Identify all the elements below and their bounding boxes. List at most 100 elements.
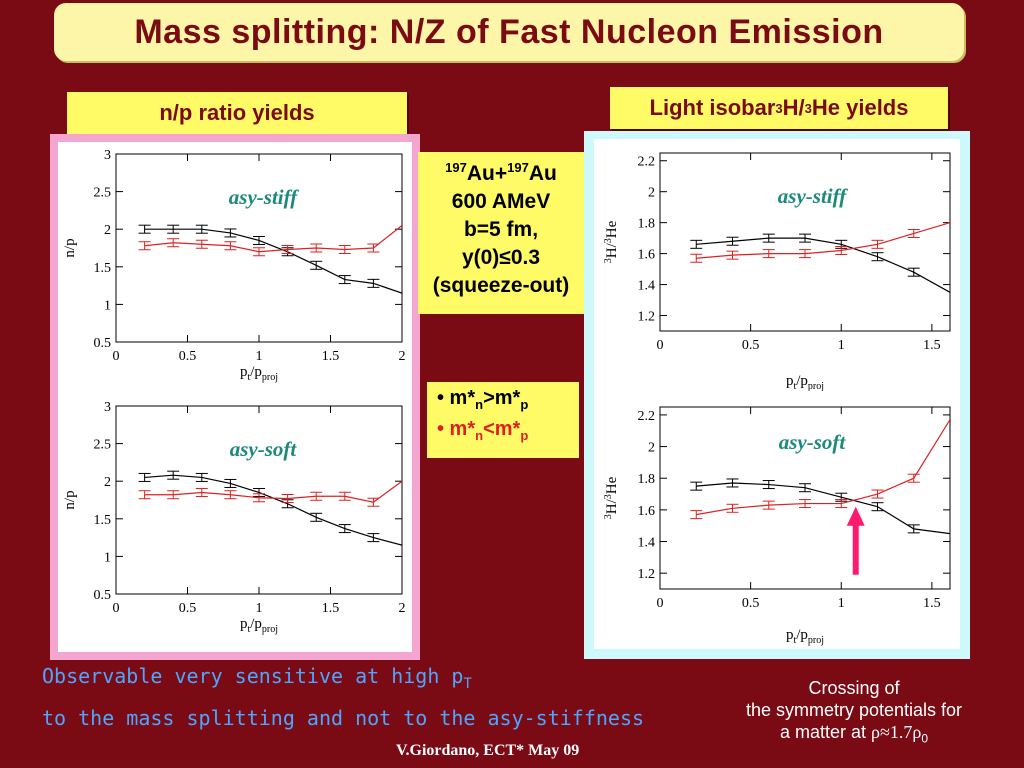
y-axis-label: n/p [62, 238, 78, 257]
y-tick-label: 1.6 [638, 248, 656, 263]
right-label-prefix: Light isobar [649, 95, 776, 120]
reaction-squeeze: (squeeze-out) [432, 274, 570, 297]
x-axis-label: pt/pproj [240, 364, 278, 383]
h-he-soft-chart: 0 0.5 1 1.5 1.2 1.4 1.6 1.8 2 2.2 pt/pproj 3H/3He as… [603, 406, 951, 646]
x-tick-label: 1 [256, 601, 263, 616]
y-tick-label: 1.6 [638, 504, 656, 519]
y-tick-label: 1 [104, 298, 111, 313]
left-label-text: n/p ratio yields [159, 100, 315, 125]
series-line-red [144, 480, 402, 503]
plot-frame [659, 406, 951, 590]
y-axis-label: 3H/3He [603, 476, 620, 519]
x-tick-label: 0.5 [742, 338, 760, 353]
series-line-black [144, 474, 402, 546]
title-banner: Mass splitting: N/Z of Fast Nucleon Emis… [54, 3, 964, 61]
y-tick-label: 3 [104, 400, 111, 415]
x-tick-label: 1.5 [322, 601, 340, 616]
x-tick-label: 0 [113, 349, 120, 364]
effective-mass-box: • m*n>m*p • m*n<m*p [427, 382, 579, 458]
y-tick-label: 2.2 [638, 155, 656, 170]
reaction-info-box: 197Au+197Au 600 AMeV b=5 fm, y(0)≤0.3 (s… [418, 152, 584, 314]
y-tick-label: 2 [104, 223, 111, 238]
left-panel-inner: 0 0.5 1 1.5 2 0.5 1 1.5 2 2.5 3 pt/pproj n/p asy-stif… [58, 142, 412, 652]
series-group [690, 419, 950, 535]
series-group [138, 470, 402, 546]
x-tick-label: 0.5 [179, 349, 197, 364]
model-annotation: asy-stiff [778, 184, 848, 208]
slide-title: Mass splitting: N/Z of Fast Nucleon Emis… [134, 12, 884, 51]
y-tick-label: 1.2 [638, 310, 656, 325]
reaction-rapidity: y(0)≤0.3 [461, 246, 541, 269]
x-tick-label: 1 [838, 338, 845, 353]
y-tick-label: 0.5 [94, 336, 112, 351]
series-line-black [696, 482, 950, 535]
x-tick-label: 0 [657, 338, 664, 353]
model-annotation: asy-soft [779, 430, 847, 454]
series-line-black [144, 228, 402, 294]
crossing-arrow-head [846, 506, 865, 526]
y-tick-label: 2 [648, 186, 655, 201]
crossing-line1: Crossing of [808, 678, 900, 698]
right-label-sup2: 3 [804, 100, 812, 116]
y-tick-label: 1 [104, 550, 111, 565]
series-line-black [696, 237, 950, 293]
y-tick-label: 2.5 [94, 186, 112, 201]
series-line-red [696, 222, 950, 259]
series-line-red [696, 419, 950, 516]
conclusion-line1: Observable very sensitive at high pT [42, 664, 472, 692]
y-axis-label: 3H/3He [603, 220, 620, 263]
x-tick-label: 1 [256, 349, 263, 364]
x-tick-label: 0.5 [742, 596, 760, 611]
reaction-line1: 197Au+197Au [445, 160, 557, 185]
right-section-label: Light isobar 3 H/3 He yields [610, 87, 948, 129]
y-tick-label: 1.2 [638, 567, 656, 582]
x-tick-label: 1.5 [923, 338, 941, 353]
mass-line-soft: • m*n<m*p [437, 418, 529, 443]
y-tick-label: 2 [648, 441, 655, 456]
x-tick-label: 1.5 [923, 596, 941, 611]
x-tick-label: 2 [399, 601, 406, 616]
series-line-red [144, 224, 402, 253]
left-section-label: n/p ratio yields [67, 92, 407, 134]
y-tick-label: 1.5 [94, 261, 112, 276]
reaction-energy: 600 AMeV [451, 190, 551, 213]
x-axis-label: pt/pproj [240, 616, 278, 635]
model-annotation: asy-stiff [229, 185, 299, 209]
y-tick-label: 1.4 [638, 536, 656, 551]
right-panel-frame: 0 0.5 1 1.5 1.2 1.4 1.6 1.8 2 2.2 pt/pproj 3H/3He as… [584, 131, 970, 659]
reaction-impact: b=5 fm, [463, 218, 539, 241]
np-stiff-chart: 0 0.5 1 1.5 20.511.522.53pt/pprojn/pasy-stif… [62, 148, 406, 383]
y-tick-label: 2.5 [94, 438, 112, 453]
crossing-line2: the symmetry potentials for [745, 700, 963, 720]
x-axis-label: pt/pproj [786, 373, 824, 391]
right-label-mid: H/ [782, 95, 805, 120]
series-group [138, 224, 402, 294]
series-group [690, 222, 950, 293]
right-label-suffix: He yields [811, 95, 909, 120]
h-he-stiff-chart: 0 0.5 1 1.5 1.2 1.4 1.6 1.8 2 2.2 pt/pproj 3H/3He as… [603, 152, 951, 391]
crossing-line3: a matter at ρ≈1.7ρ0 [779, 722, 929, 746]
y-tick-label: 0.5 [94, 588, 112, 603]
x-axis-label: pt/pproj [786, 627, 824, 646]
mass-line-stiff: • m*n>m*p [437, 387, 529, 412]
model-annotation: asy-soft [230, 437, 298, 461]
x-tick-label: 0 [657, 596, 664, 611]
conclusion-line2: to the mass splitting and not to the asy… [42, 706, 645, 730]
y-tick-label: 1.8 [638, 217, 656, 232]
y-tick-label: 2 [104, 475, 111, 490]
x-tick-label: 0.5 [179, 601, 197, 616]
y-axis-label: n/p [62, 490, 78, 509]
y-tick-label: 1.4 [638, 279, 656, 294]
crossing-note: Crossing of the symmetry potentials for … [722, 677, 986, 750]
right-panel-inner: 0 0.5 1 1.5 1.2 1.4 1.6 1.8 2 2.2 pt/pproj 3H/3He as… [594, 139, 960, 649]
left-panel-frame: 0 0.5 1 1.5 2 0.5 1 1.5 2 2.5 3 pt/pproj n/p asy-stif… [50, 134, 420, 660]
x-tick-label: 2 [399, 349, 406, 364]
y-tick-label: 2.2 [638, 409, 656, 424]
right-label-sup1: 3 [775, 100, 783, 116]
credit: V.Giordano, ECT* May 09 [396, 742, 580, 759]
x-tick-label: 0 [113, 601, 120, 616]
x-tick-label: 1.5 [322, 349, 340, 364]
plot-frame [659, 152, 951, 332]
x-tick-label: 1 [838, 596, 845, 611]
